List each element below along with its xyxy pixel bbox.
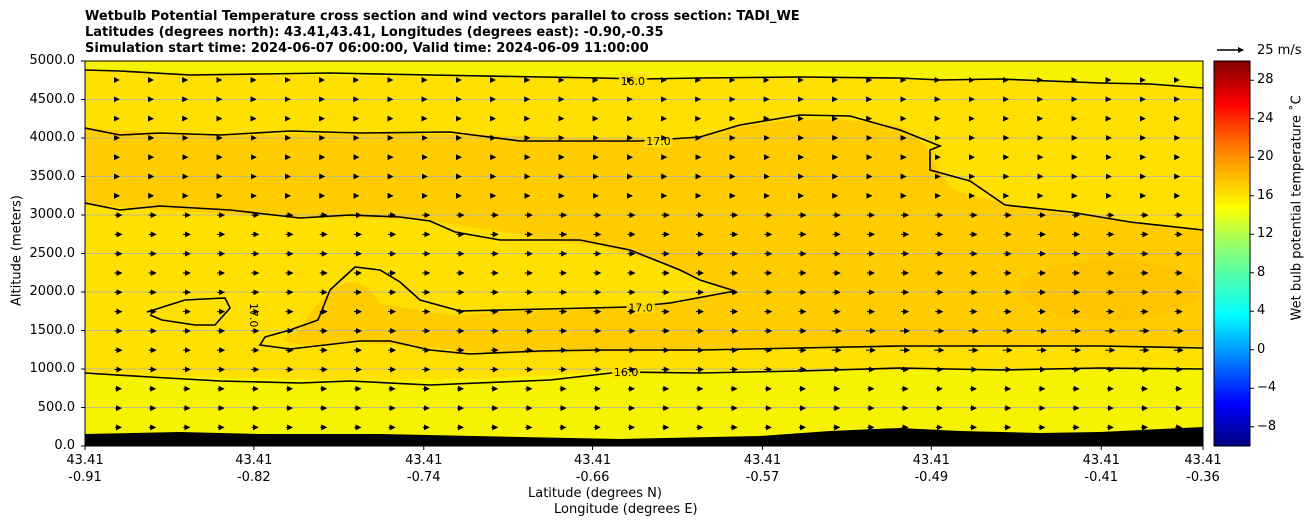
band-below-16 [85, 366, 1203, 446]
y-tick-label: 1500.0 [29, 322, 76, 338]
y-tick-label: 3500.0 [29, 168, 76, 184]
x-tick-lat: 43.41 [912, 453, 950, 468]
title-line-2: Latitudes (degrees north): 43.41,43.41, … [85, 25, 664, 40]
x-tick-lat: 43.41 [573, 453, 612, 468]
contour-label-4: 17.0 [247, 303, 260, 328]
contour-label-3: 16.0 [614, 366, 639, 379]
x-tick-lon: -0.74 [406, 470, 441, 485]
colorbar-tick-label: 12 [1257, 226, 1274, 242]
colorbar-label: Wet bulb potential temperature ˚C [1289, 95, 1305, 321]
terrain [85, 427, 1203, 446]
contour-17-upper [85, 114, 1203, 231]
x-axis-label-lon: Longitude (degrees E) [554, 502, 698, 517]
y-tick-label: 3000.0 [29, 207, 76, 222]
colorbar-tick-label: −8 [1257, 418, 1277, 434]
warm-blob-right [1020, 260, 1200, 320]
x-tick-lat: 43.41 [235, 453, 273, 468]
plot-area: 16.0 17.0 17.0 16.0 17.0 [85, 61, 1203, 446]
x-tick-lon: -0.66 [575, 470, 610, 485]
y-tick-label: 1000.0 [29, 361, 76, 376]
colorbar-tick-label: 16 [1257, 187, 1274, 203]
contour-label-bg-4 [247, 301, 262, 330]
y-tick-label: 0.0 [54, 438, 75, 453]
x-tick-lat: 43.41 [405, 453, 443, 468]
x-tick-lon: -0.82 [236, 470, 271, 485]
x-tick-label: 43.41 -0.41 [1071, 452, 1131, 486]
colorbar-tick-label: 28 [1257, 72, 1274, 88]
x-tick-label: 43.41 -0.57 [733, 452, 793, 486]
colorbar-tick-label: 0 [1257, 341, 1266, 357]
colorbar-tick-label: 4 [1257, 303, 1266, 319]
y-tick-label: 4500.0 [29, 91, 76, 107]
x-tick-lat: 43.41 [66, 453, 104, 468]
contour-16-upper [85, 69, 1203, 89]
contour-17-mid [85, 202, 1203, 355]
x-tick-label: 43.41 -0.82 [224, 452, 284, 486]
y-tick-label: 2000.0 [29, 284, 76, 299]
colorbar [1213, 47, 1254, 447]
x-tick-lon: -0.36 [1186, 470, 1220, 485]
y-tick-label: 4000.0 [29, 130, 76, 145]
x-tick-label: 43.41 -0.91 [55, 452, 115, 486]
contour-label-0: 16.0 [621, 75, 646, 88]
y-tick-label: 2500.0 [29, 245, 76, 261]
contour-16-lower [85, 367, 1203, 386]
y-tick-label: 5000.0 [29, 53, 76, 68]
x-tick-lon: -0.57 [745, 470, 780, 485]
contour-label-bg-0 [618, 73, 647, 88]
contour-17-small [146, 297, 231, 326]
x-tick-lon: -0.91 [68, 470, 102, 485]
title-line-3: Simulation start time: 2024-06-07 06:00:… [85, 41, 649, 56]
colorbar-tick-label: 8 [1257, 264, 1266, 280]
x-axis-label-lat: Latitude (degrees N) [528, 486, 662, 501]
axes [81, 60, 1204, 450]
colorbar-gradient [1213, 60, 1251, 447]
x-tick-lon: -0.49 [914, 470, 949, 485]
colorbar-tick-label: 24 [1257, 110, 1274, 126]
y-tick-label: 500.0 [37, 399, 75, 415]
contour-label-1: 17.0 [646, 135, 671, 148]
x-tick-lon: -0.41 [1084, 470, 1119, 485]
x-tick-label: 43.41 -0.36 [1173, 452, 1233, 486]
chart-title: Wetbulb Potential Temperature cross sect… [85, 9, 800, 57]
x-tick-label: 43.41 -0.49 [901, 452, 961, 486]
colorbar-tick-label: 20 [1257, 149, 1274, 165]
x-tick-label: 43.41 -0.66 [563, 452, 623, 486]
quiver-key-label: 25 m/s [1257, 43, 1302, 58]
contour-label-2: 17.0 [628, 301, 653, 314]
x-tick-lat: 43.41 [1184, 453, 1222, 468]
colorbar-tick-label: −4 [1257, 380, 1277, 396]
title-line-1: Wetbulb Potential Temperature cross sect… [85, 9, 800, 24]
x-tick-lat: 43.41 [743, 453, 782, 468]
band-17-18 [85, 119, 1203, 354]
x-tick-label: 43.41 -0.74 [394, 452, 454, 486]
x-tick-lat: 43.41 [1082, 453, 1120, 468]
